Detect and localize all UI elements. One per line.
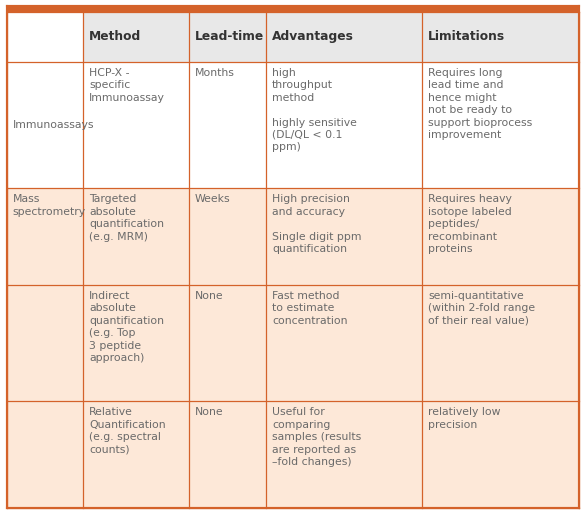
Text: Fast method
to estimate
concentration: Fast method to estimate concentration [272, 291, 347, 326]
Bar [83, 285, 189, 401]
Bar [189, 285, 266, 401]
Text: Mass
spectrometry: Mass spectrometry [13, 194, 86, 217]
Text: Relative
Quantification
(e.g. spectral
counts): Relative Quantification (e.g. spectral c… [89, 408, 166, 455]
Text: Limitations: Limitations [428, 30, 505, 44]
Text: Weeks: Weeks [195, 194, 230, 204]
Text: Indirect
absolute
quantification
(e.g. Top
3 peptide
approach): Indirect absolute quantification (e.g. T… [89, 291, 164, 363]
Bar [189, 188, 266, 285]
Bar [83, 401, 189, 508]
Bar [83, 62, 189, 188]
Bar [83, 12, 189, 62]
Bar [423, 401, 579, 508]
Text: Method: Method [89, 30, 141, 44]
Text: Requires long
lead time and
hence might
not be ready to
support bioprocess
impro: Requires long lead time and hence might … [428, 68, 532, 140]
Bar [423, 62, 579, 188]
Bar [266, 62, 423, 188]
Bar [7, 6, 579, 12]
Text: Targeted
absolute
quantification
(e.g. MRM): Targeted absolute quantification (e.g. M… [89, 194, 164, 242]
Bar [189, 12, 266, 62]
Text: HCP-X -
specific
Immunoassay: HCP-X - specific Immunoassay [89, 68, 165, 103]
Text: Months: Months [195, 68, 234, 78]
Bar [266, 285, 423, 401]
Text: relatively low
precision: relatively low precision [428, 408, 500, 430]
Text: None: None [195, 408, 223, 417]
Text: None: None [195, 291, 223, 301]
Bar [7, 188, 83, 508]
Bar [83, 188, 189, 285]
Bar [189, 401, 266, 508]
Bar [266, 12, 423, 62]
Text: high
throughput
method

highly sensitive
(DL/QL < 0.1
ppm): high throughput method highly sensitive … [272, 68, 357, 152]
Bar [7, 62, 83, 188]
Text: Lead-time: Lead-time [195, 30, 264, 44]
Text: Immunoassays: Immunoassays [13, 120, 94, 130]
Bar [7, 12, 83, 62]
Bar [423, 188, 579, 285]
Bar [266, 401, 423, 508]
Bar [189, 62, 266, 188]
Text: semi-quantitative
(within 2-fold range
of their real value): semi-quantitative (within 2-fold range o… [428, 291, 535, 326]
Text: Useful for
comparing
samples (results
are reported as
–fold changes): Useful for comparing samples (results ar… [272, 408, 361, 467]
Bar [266, 188, 423, 285]
Text: High precision
and accuracy

Single digit ppm
quantification: High precision and accuracy Single digit… [272, 194, 362, 254]
Text: Advantages: Advantages [272, 30, 354, 44]
Bar [423, 12, 579, 62]
Text: Requires heavy
isotope labeled
peptides/
recombinant
proteins: Requires heavy isotope labeled peptides/… [428, 194, 512, 254]
Bar [423, 285, 579, 401]
